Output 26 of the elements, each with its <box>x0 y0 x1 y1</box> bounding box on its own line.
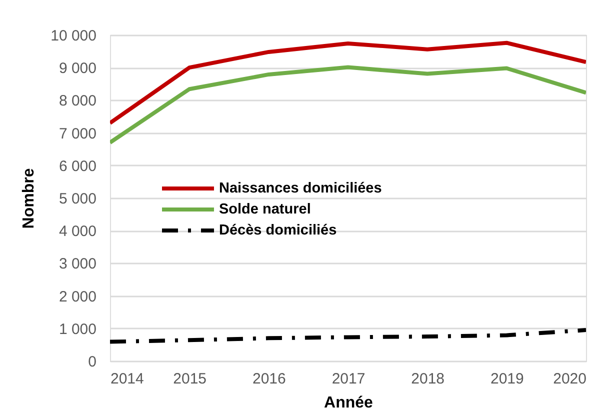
y-tick-label: 2 000 <box>58 288 96 306</box>
x-tick-label: 2020 <box>553 370 586 388</box>
y-tick-label: 7 000 <box>58 125 96 142</box>
y-tick-label: 6 000 <box>58 158 96 175</box>
y-tick-label: 9 000 <box>58 60 96 78</box>
line-series <box>110 328 586 344</box>
x-axis-title: Année <box>324 394 374 412</box>
line-series <box>110 65 586 145</box>
y-axis-title: Nombre <box>20 168 38 229</box>
y-tick-label: 3 000 <box>58 256 96 273</box>
y-tick-label: 0 <box>88 354 96 370</box>
x-tick-label: 2014 <box>110 370 144 388</box>
y-tick-label: 10 000 <box>50 28 96 44</box>
y-tick-label: 4 000 <box>58 223 96 240</box>
y-tick-label: 8 000 <box>58 92 96 110</box>
y-tick-label: 1 000 <box>58 320 96 338</box>
legend-label: Naissances domiciliées <box>219 180 382 196</box>
x-tick-label: 2015 <box>173 370 207 388</box>
legend-label: Décès domiciliés <box>219 222 337 238</box>
x-tick-label: 2019 <box>490 370 524 388</box>
y-tick-label: 5 000 <box>58 190 96 208</box>
x-tick-label: 2016 <box>252 370 286 388</box>
legend-label: Solde naturel <box>219 202 311 218</box>
x-tick-label: 2017 <box>332 370 366 388</box>
line-series <box>110 40 586 126</box>
x-tick-label: 2018 <box>411 370 445 388</box>
